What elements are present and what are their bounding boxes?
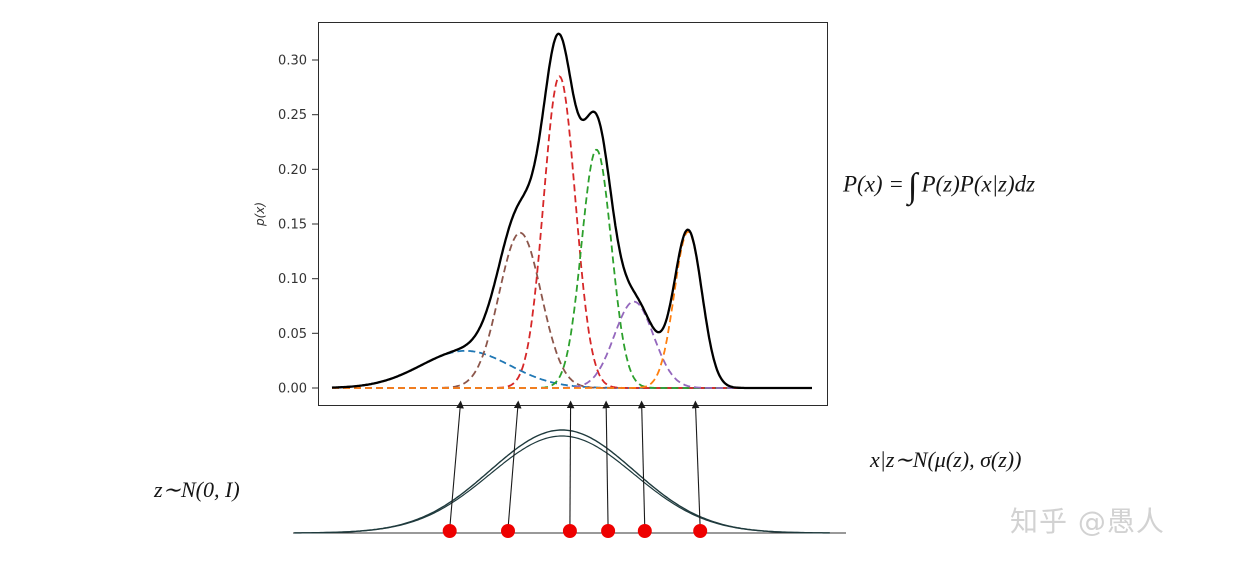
y-tick-label: 0.25 bbox=[278, 108, 307, 123]
marginal-formula: P(x) = ∫ P(z)P(x|z)dz bbox=[843, 166, 1035, 206]
sample-arrow-1 bbox=[449, 400, 464, 530]
prior-distribution-plot bbox=[293, 400, 846, 538]
sample-dot-6 bbox=[693, 524, 708, 538]
y-tick-label: 0.30 bbox=[278, 54, 307, 69]
y-tick-label: 0.00 bbox=[278, 382, 307, 397]
conditional-formula: x|z∼N(μ(z), σ(z)) bbox=[870, 447, 1022, 472]
sample-arrow-4 bbox=[602, 400, 611, 530]
sample-dot-1 bbox=[442, 524, 457, 538]
y-axis: 0.30 0.25 0.20 0.15 0.10 0.05 0.00 p(x) bbox=[253, 54, 319, 397]
prior-curve-group bbox=[294, 429, 830, 534]
mixture-component-curve-purple bbox=[332, 300, 812, 389]
watermark: 知乎 @愚人 bbox=[1010, 505, 1165, 538]
plot-border bbox=[318, 22, 828, 406]
sample-dot-4 bbox=[601, 524, 616, 538]
sample-dot-2 bbox=[501, 524, 515, 538]
sample-dot-3 bbox=[562, 524, 577, 538]
sample-dot-5 bbox=[637, 524, 652, 538]
prior-curve-inner bbox=[294, 435, 830, 534]
y-tick-label: 0.05 bbox=[278, 327, 307, 342]
mixture-component-curve-red bbox=[332, 75, 812, 389]
prior-curve-outer bbox=[294, 429, 830, 534]
sample-dots bbox=[442, 524, 708, 538]
sample-arrow-2 bbox=[507, 400, 522, 530]
mixture-component-curve-orange bbox=[332, 230, 812, 389]
mixture-component-curve-brown bbox=[332, 231, 812, 389]
y-tick-label: 0.10 bbox=[278, 272, 307, 287]
mixture-component-curve-green bbox=[332, 148, 812, 389]
y-axis-label: p(x) bbox=[253, 202, 267, 227]
marginal-prefix: P(x) = bbox=[843, 171, 904, 197]
y-tick-label: 0.20 bbox=[278, 163, 307, 178]
mixture-sum-curve bbox=[331, 32, 812, 390]
sample-arrow-3 bbox=[566, 400, 575, 530]
y-tick-label: 0.15 bbox=[278, 218, 307, 233]
prior-formula: z∼N(0, I) bbox=[154, 477, 240, 502]
mixture-density-plot: 0.30 0.25 0.20 0.15 0.10 0.05 0.00 p(x) bbox=[253, 22, 828, 406]
integral-sign: ∫ bbox=[907, 166, 918, 205]
mixture-curves bbox=[331, 32, 812, 390]
sample-arrows bbox=[449, 400, 701, 530]
marginal-suffix: P(z)P(x|z)dz bbox=[921, 171, 1036, 197]
sample-arrow-6 bbox=[691, 400, 701, 530]
mixture-component-curve-blue bbox=[331, 349, 812, 389]
sample-arrow-5 bbox=[637, 400, 646, 530]
